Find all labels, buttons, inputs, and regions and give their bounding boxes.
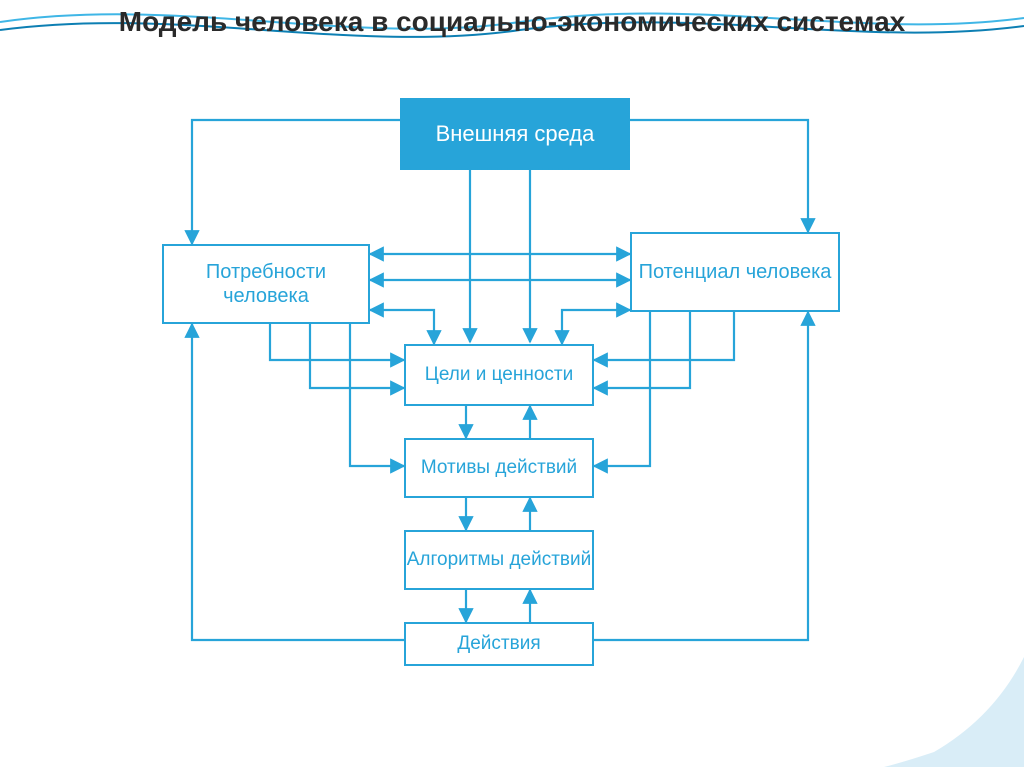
node-label: Потенциал человека: [639, 260, 832, 284]
edge-8: [270, 324, 404, 360]
node-algo: Алгоритмы действий: [404, 530, 594, 590]
node-label: Алгоритмы действий: [407, 549, 592, 572]
diagram-canvas: Внешняя среда Потребности человека Потенци…: [0, 0, 1024, 767]
edge-12: [350, 324, 404, 466]
node-label: Мотивы действий: [421, 457, 577, 480]
node-label: Действия: [457, 633, 540, 656]
node-needs: Потребности человека: [162, 244, 370, 324]
node-label: Внешняя среда: [436, 121, 595, 147]
node-goals: Цели и ценности: [404, 344, 594, 406]
edge-10: [310, 324, 404, 388]
node-motives: Мотивы действий: [404, 438, 594, 498]
edge-7: [562, 310, 630, 344]
edge-2: [192, 120, 400, 244]
node-pot: Потенциал человека: [630, 232, 840, 312]
node-label: Цели и ценности: [425, 364, 573, 387]
node-env: Внешняя среда: [400, 98, 630, 170]
corner-decoration: [884, 657, 1024, 767]
edge-15: [594, 312, 808, 640]
edge-3: [630, 120, 808, 232]
node-label: Потребности человека: [164, 260, 368, 308]
edge-6: [370, 310, 434, 344]
edge-13: [594, 312, 650, 466]
node-actions: Действия: [404, 622, 594, 666]
edge-11: [594, 312, 690, 388]
edge-9: [594, 312, 734, 360]
edge-14: [192, 324, 404, 640]
